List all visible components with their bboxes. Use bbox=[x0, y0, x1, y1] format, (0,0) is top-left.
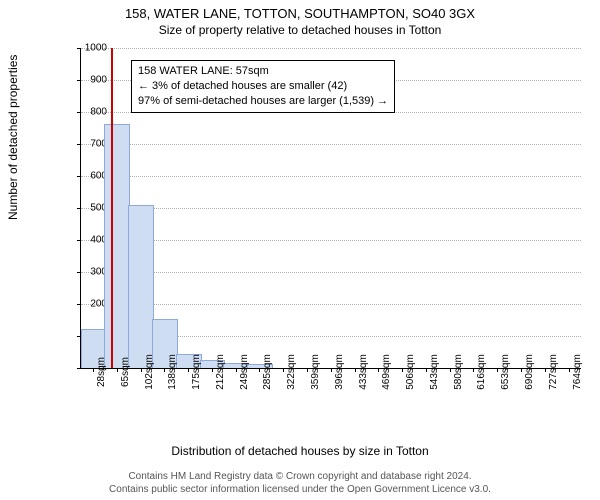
x-tick-label: 212sqm bbox=[215, 354, 226, 390]
x-tick-mark bbox=[355, 368, 356, 372]
x-tick-label: 764sqm bbox=[572, 354, 583, 390]
x-tick-mark bbox=[259, 368, 260, 372]
x-tick-mark bbox=[141, 368, 142, 372]
x-tick-mark bbox=[569, 368, 570, 372]
gridline bbox=[81, 272, 581, 273]
x-tick-label: 65sqm bbox=[120, 357, 131, 387]
x-tick-label: 102sqm bbox=[144, 354, 155, 390]
y-tick-label: 700 bbox=[77, 139, 107, 150]
y-tick-label: 500 bbox=[77, 203, 107, 214]
x-tick-mark bbox=[497, 368, 498, 372]
x-tick-mark bbox=[236, 368, 237, 372]
x-tick-mark bbox=[402, 368, 403, 372]
y-axis-label: Number of detached properties bbox=[6, 55, 20, 220]
x-tick-label: 175sqm bbox=[191, 354, 202, 390]
gridline bbox=[81, 176, 581, 177]
x-tick-mark bbox=[521, 368, 522, 372]
x-tick-label: 690sqm bbox=[524, 354, 535, 390]
x-tick-mark bbox=[450, 368, 451, 372]
x-tick-mark bbox=[426, 368, 427, 372]
x-tick-label: 506sqm bbox=[405, 354, 416, 390]
footer-line-2: Contains public sector information licen… bbox=[0, 483, 600, 496]
x-tick-mark bbox=[307, 368, 308, 372]
annotation-box: 158 WATER LANE: 57sqm← 3% of detached ho… bbox=[131, 60, 395, 113]
histogram-bar bbox=[128, 205, 154, 368]
y-tick-label: 300 bbox=[77, 267, 107, 278]
x-tick-mark bbox=[212, 368, 213, 372]
x-tick-mark bbox=[188, 368, 189, 372]
annotation-line: 97% of semi-detached houses are larger (… bbox=[138, 94, 388, 109]
x-tick-label: 322sqm bbox=[286, 354, 297, 390]
gridline bbox=[81, 144, 581, 145]
histogram-bar bbox=[104, 124, 130, 368]
gridline bbox=[81, 48, 581, 49]
x-tick-mark bbox=[545, 368, 546, 372]
footer: Contains HM Land Registry data © Crown c… bbox=[0, 470, 600, 496]
annotation-line: 158 WATER LANE: 57sqm bbox=[138, 64, 388, 79]
y-tick-label: 200 bbox=[77, 299, 107, 310]
annotation-line: ← 3% of detached houses are smaller (42) bbox=[138, 79, 388, 94]
plot-area: 0100200300400500600700800900100028sqm65s… bbox=[80, 48, 581, 369]
gridline bbox=[81, 304, 581, 305]
title-main: 158, WATER LANE, TOTTON, SOUTHAMPTON, SO… bbox=[0, 0, 600, 21]
x-tick-label: 727sqm bbox=[548, 354, 559, 390]
x-tick-label: 249sqm bbox=[239, 354, 250, 390]
x-tick-label: 543sqm bbox=[429, 354, 440, 390]
x-tick-label: 433sqm bbox=[358, 354, 369, 390]
x-tick-label: 138sqm bbox=[167, 354, 178, 390]
x-tick-mark bbox=[164, 368, 165, 372]
x-tick-label: 396sqm bbox=[334, 354, 345, 390]
x-tick-mark bbox=[117, 368, 118, 372]
x-tick-label: 285sqm bbox=[262, 354, 273, 390]
x-tick-label: 28sqm bbox=[96, 357, 107, 387]
gridline bbox=[81, 208, 581, 209]
x-tick-label: 653sqm bbox=[500, 354, 511, 390]
y-tick-label: 600 bbox=[77, 171, 107, 182]
title-sub: Size of property relative to detached ho… bbox=[0, 21, 600, 37]
x-axis-label: Distribution of detached houses by size … bbox=[0, 444, 600, 458]
x-tick-label: 580sqm bbox=[453, 354, 464, 390]
x-tick-mark bbox=[93, 368, 94, 372]
x-tick-mark bbox=[331, 368, 332, 372]
x-tick-mark bbox=[473, 368, 474, 372]
footer-line-1: Contains HM Land Registry data © Crown c… bbox=[0, 470, 600, 483]
x-tick-mark bbox=[378, 368, 379, 372]
y-tick-label: 400 bbox=[77, 235, 107, 246]
x-tick-mark bbox=[283, 368, 284, 372]
chart-wrapper: 0100200300400500600700800900100028sqm65s… bbox=[50, 42, 585, 417]
x-tick-label: 469sqm bbox=[381, 354, 392, 390]
y-tick-label: 800 bbox=[77, 107, 107, 118]
y-tick-label: 1000 bbox=[77, 43, 107, 54]
x-tick-label: 616sqm bbox=[476, 354, 487, 390]
x-tick-label: 359sqm bbox=[310, 354, 321, 390]
reference-line bbox=[111, 48, 113, 368]
gridline bbox=[81, 240, 581, 241]
y-tick-label: 900 bbox=[77, 75, 107, 86]
